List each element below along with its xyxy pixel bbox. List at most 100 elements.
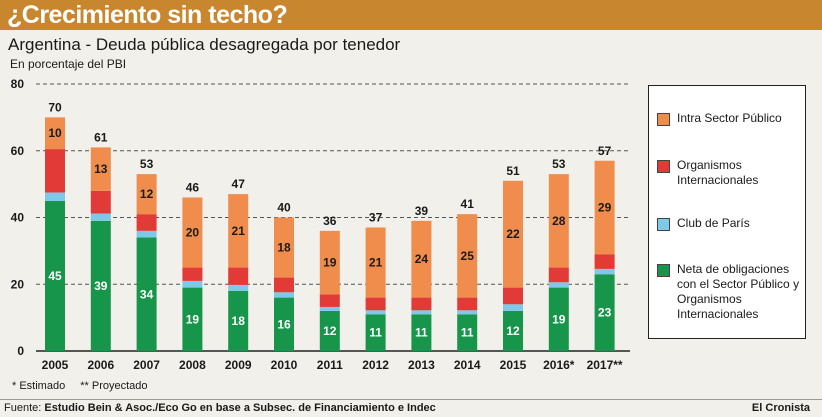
legend-item-neta: Neta de obligaciones con el Sector Públi… — [657, 262, 802, 322]
x-tick-label-2007: 2007 — [133, 358, 160, 372]
bar-2016*-series-1 — [548, 282, 569, 288]
bar-2016*-series-0 — [548, 287, 569, 351]
segment-label-2017**-series-3: 29 — [598, 200, 612, 214]
bar-2017**-series-1 — [594, 268, 615, 275]
footnotes: * Estimado ** Proyectado — [12, 380, 160, 392]
chart-subtitle: En porcentaje del PBI — [10, 57, 127, 71]
source-text: Estudio Bein & Asoc./Eco Go en base a Su… — [44, 402, 436, 414]
bar-2007-series-0 — [136, 237, 157, 351]
banner-title: ¿Crecimiento sin techo? — [7, 1, 288, 29]
footnote-estimado: * Estimado — [12, 380, 66, 392]
bar-2006-series-1 — [90, 213, 111, 221]
bar-2010-series-3 — [274, 217, 294, 278]
x-tick-label-2010: 2010 — [271, 358, 298, 372]
segment-label-2008-series-3: 20 — [186, 226, 200, 240]
chart-title: Argentina - Deuda pública desagregada po… — [8, 35, 401, 54]
bar-2009-series-0 — [228, 290, 249, 351]
bar-2017**-series-2 — [594, 254, 615, 269]
segment-label-2011-series-0: 12 — [323, 324, 337, 338]
total-label-2015: 51 — [506, 164, 520, 178]
y-tick-label-0: 0 — [17, 344, 24, 358]
total-label-2013: 39 — [415, 204, 429, 218]
bar-2015-series-3 — [503, 180, 523, 288]
bar-2006-series-2 — [90, 190, 111, 214]
segment-label-2014-series-3: 25 — [461, 249, 475, 263]
y-tick-label-60: 60 — [11, 144, 25, 158]
bar-2005-series-3 — [45, 117, 65, 150]
brand-logo-text: El Cronista — [751, 402, 810, 414]
bar-2007-series-2 — [136, 214, 157, 231]
legend-swatch-intra-sector — [657, 113, 670, 126]
segment-label-2007-series-3: 12 — [140, 187, 154, 201]
source-note: Fuente: Estudio Bein & Asoc./Eco Go en b… — [4, 402, 436, 414]
x-tick-label-2006: 2006 — [87, 358, 114, 372]
segment-label-2016*-series-3: 28 — [552, 214, 566, 228]
bar-2011-series-3 — [319, 230, 340, 295]
segment-label-2017**-series-0: 23 — [598, 306, 612, 320]
segment-label-2005-series-0: 45 — [48, 269, 62, 283]
total-label-2011: 36 — [323, 214, 337, 228]
x-tick-label-2017**: 2017** — [587, 358, 623, 372]
bar-2016*-series-2 — [548, 267, 569, 283]
segment-label-2007-series-0: 34 — [140, 287, 154, 301]
bar-2011-series-1 — [319, 306, 340, 311]
bar-2013-series-3 — [411, 220, 432, 298]
bar-2005-series-2 — [45, 149, 65, 193]
segment-label-2010-series-0: 16 — [277, 317, 291, 331]
bar-2015-series-2 — [503, 287, 523, 305]
segment-label-2012-series-3: 21 — [369, 256, 383, 270]
x-tick-label-2016*: 2016* — [543, 358, 575, 372]
total-label-2009: 47 — [232, 177, 246, 191]
total-label-2008: 46 — [186, 180, 200, 194]
legend-label-organismos: Organismos Internacionales — [677, 158, 759, 187]
bar-2014-series-1 — [457, 310, 478, 315]
legend-label-neta: Neta de obligaciones con el Sector Públi… — [677, 262, 800, 321]
segment-label-2015-series-0: 12 — [506, 324, 520, 338]
legend-swatch-neta — [657, 264, 670, 277]
bar-2014-series-2 — [457, 297, 478, 311]
legend: Intra Sector Público Organismos Internac… — [648, 85, 806, 339]
total-label-2012: 37 — [369, 211, 383, 225]
segment-label-2008-series-0: 19 — [186, 312, 200, 326]
bar-2010-series-1 — [274, 292, 294, 298]
x-tick-label-2009: 2009 — [225, 358, 252, 372]
source-prefix: Fuente: — [4, 402, 45, 414]
total-label-2014: 41 — [461, 197, 475, 211]
bar-2013-series-2 — [411, 297, 432, 311]
legend-item-organismos: Organismos Internacionales — [657, 158, 802, 188]
header-banner: ¿Crecimiento sin techo? — [0, 0, 822, 30]
bar-2013-series-1 — [411, 310, 432, 315]
bar-2011-series-2 — [319, 294, 340, 307]
x-tick-label-2012: 2012 — [362, 358, 389, 372]
bar-2010-series-0 — [274, 297, 294, 351]
bar-2007-series-3 — [136, 174, 157, 215]
bar-2012-series-1 — [365, 310, 386, 315]
bar-2008-series-1 — [182, 280, 203, 288]
segment-label-2011-series-3: 19 — [323, 256, 337, 270]
legend-item-club-paris: Club de París — [657, 216, 802, 231]
bar-2010-series-2 — [274, 277, 294, 293]
segment-label-2013-series-3: 24 — [415, 252, 429, 266]
y-tick-label-80: 80 — [11, 77, 25, 91]
segment-label-2009-series-0: 18 — [232, 314, 246, 328]
footer-divider — [0, 399, 822, 400]
bar-2012-series-0 — [365, 314, 386, 351]
bar-2017**-series-3 — [594, 160, 615, 255]
segment-label-2013-series-0: 11 — [415, 326, 428, 340]
total-label-2016*: 53 — [552, 157, 566, 171]
total-label-2006: 61 — [94, 130, 108, 144]
segment-label-2005-series-3: 10 — [48, 126, 62, 140]
bar-2016*-series-3 — [548, 174, 569, 268]
total-label-2005: 70 — [48, 100, 62, 114]
x-tick-label-2013: 2013 — [408, 358, 435, 372]
bar-2015-series-1 — [503, 304, 523, 311]
segment-label-2016*-series-0: 19 — [552, 312, 566, 326]
bar-2008-series-3 — [182, 197, 203, 268]
bar-2015-series-0 — [503, 310, 523, 351]
bar-2008-series-2 — [182, 267, 203, 281]
bar-2007-series-1 — [136, 230, 157, 238]
segment-label-2012-series-0: 11 — [369, 326, 382, 340]
bar-2006-series-3 — [90, 147, 111, 191]
bar-2005-series-1 — [45, 192, 65, 201]
legend-swatch-organismos — [657, 160, 670, 173]
